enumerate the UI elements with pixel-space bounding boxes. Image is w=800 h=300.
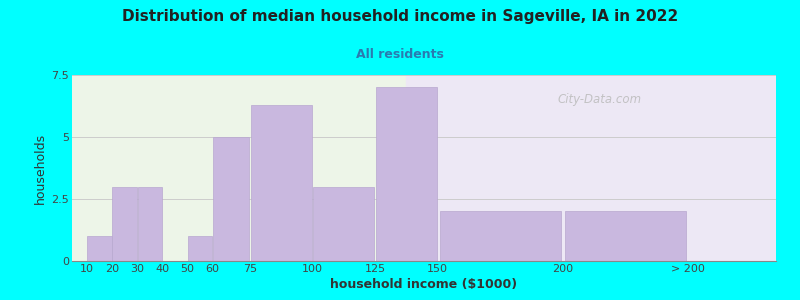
Text: All residents: All residents bbox=[356, 48, 444, 61]
Bar bbox=[188, 236, 212, 261]
Text: Distribution of median household income in Sageville, IA in 2022: Distribution of median household income … bbox=[122, 9, 678, 24]
Bar bbox=[213, 137, 250, 261]
Bar bbox=[113, 187, 137, 261]
Bar bbox=[314, 187, 374, 261]
X-axis label: household income ($1000): household income ($1000) bbox=[330, 278, 518, 291]
Bar bbox=[87, 236, 112, 261]
Bar bbox=[406, 50, 776, 261]
Bar bbox=[138, 187, 162, 261]
Y-axis label: households: households bbox=[34, 132, 47, 204]
Bar bbox=[251, 105, 311, 261]
Bar bbox=[565, 212, 686, 261]
Bar bbox=[440, 212, 561, 261]
Bar bbox=[376, 87, 437, 261]
Text: City-Data.com: City-Data.com bbox=[558, 93, 642, 106]
